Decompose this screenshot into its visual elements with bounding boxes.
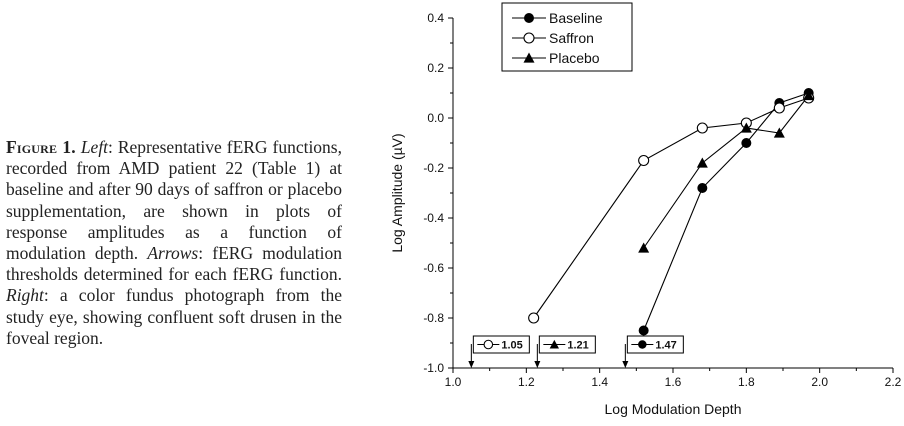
x-tick-label: 1.8	[738, 375, 755, 389]
data-point-saffron	[773, 102, 785, 114]
threshold-value: 1.05	[501, 340, 522, 352]
legend-label: Baseline	[549, 10, 603, 26]
data-point-baseline	[697, 183, 708, 193]
threshold-value: 1.21	[567, 340, 588, 352]
threshold-marker-symbol	[638, 340, 647, 349]
legend-marker	[524, 13, 534, 23]
x-tick-label: 1.2	[518, 375, 535, 389]
x-tick-label: 1.6	[665, 375, 682, 389]
y-tick-label: -0.2	[423, 161, 444, 175]
legend-marker	[523, 32, 535, 44]
threshold-arrow-head	[468, 361, 475, 368]
chart-axes: 1.0 1.2 1.4 1.6 1.8 2.0 2.2 -1.0 -0.8 -0.6 -0.4 -0.…	[423, 11, 901, 389]
data-point-saffron	[696, 122, 708, 134]
caption-text-1: : Representative fERG functions, recorde…	[6, 137, 342, 264]
y-tick-label: -1.0	[423, 361, 444, 375]
x-tick-label: 2.0	[811, 375, 828, 389]
data-point-placebo	[803, 90, 815, 101]
threshold-markers: 1.05 1.21 1.47	[468, 335, 684, 368]
figure-label: Figure 1.	[6, 137, 76, 157]
legend-label: Saffron	[549, 30, 594, 46]
y-tick-label: -0.6	[423, 261, 444, 275]
legend-marker	[523, 52, 535, 63]
data-point-placebo	[740, 122, 752, 133]
y-tick-label: -0.4	[423, 211, 444, 225]
y-tick-label: -0.8	[423, 311, 444, 325]
caption-right-label: Right	[6, 285, 44, 306]
y-tick-label: 0.4	[427, 11, 444, 25]
data-point-saffron	[638, 154, 650, 167]
x-tick-label: 1.4	[591, 375, 608, 389]
threshold-marker: 1.47	[622, 335, 684, 368]
legend-label: Placebo	[549, 50, 600, 66]
figure-caption: Figure 1. Left: Representative fERG func…	[6, 137, 342, 349]
data-point-saffron	[528, 312, 540, 324]
x-axis-label: Log Modulation Depth	[605, 401, 742, 417]
y-axis-label: Log Amplitude (µV)	[389, 133, 405, 252]
threshold-marker-symbol	[483, 339, 494, 350]
threshold-marker: 1.21	[534, 335, 596, 368]
x-tick-label: 1.0	[445, 375, 462, 389]
caption-left-label: Left	[80, 137, 109, 157]
data-point-placebo	[638, 242, 650, 253]
threshold-box	[538, 335, 596, 354]
threshold-value: 1.47	[655, 340, 676, 352]
threshold-marker: 1.05	[468, 335, 530, 368]
chart-legend: Baseline Saffron Placebo	[501, 2, 633, 72]
data-point-baseline	[638, 325, 649, 336]
y-tick-label: 0.2	[427, 61, 444, 75]
data-point-placebo	[696, 157, 708, 168]
x-tick-label: 2.2	[885, 375, 902, 389]
data-point-baseline	[741, 138, 752, 148]
y-tick-label: 0.0	[427, 111, 444, 125]
series-line-placebo	[643, 95, 810, 249]
threshold-arrow-head	[622, 361, 629, 368]
caption-text-2: : fERG modulation thresholds determined …	[6, 243, 342, 285]
data-point-placebo	[773, 127, 785, 138]
caption-text-3: : a color fundus photograph from the stu…	[6, 285, 342, 348]
chart-series	[528, 88, 815, 336]
threshold-arrow-head	[534, 361, 541, 368]
caption-arrows-label: Arrows	[147, 243, 199, 264]
threshold-marker-symbol	[549, 339, 560, 349]
threshold-box	[626, 335, 684, 354]
